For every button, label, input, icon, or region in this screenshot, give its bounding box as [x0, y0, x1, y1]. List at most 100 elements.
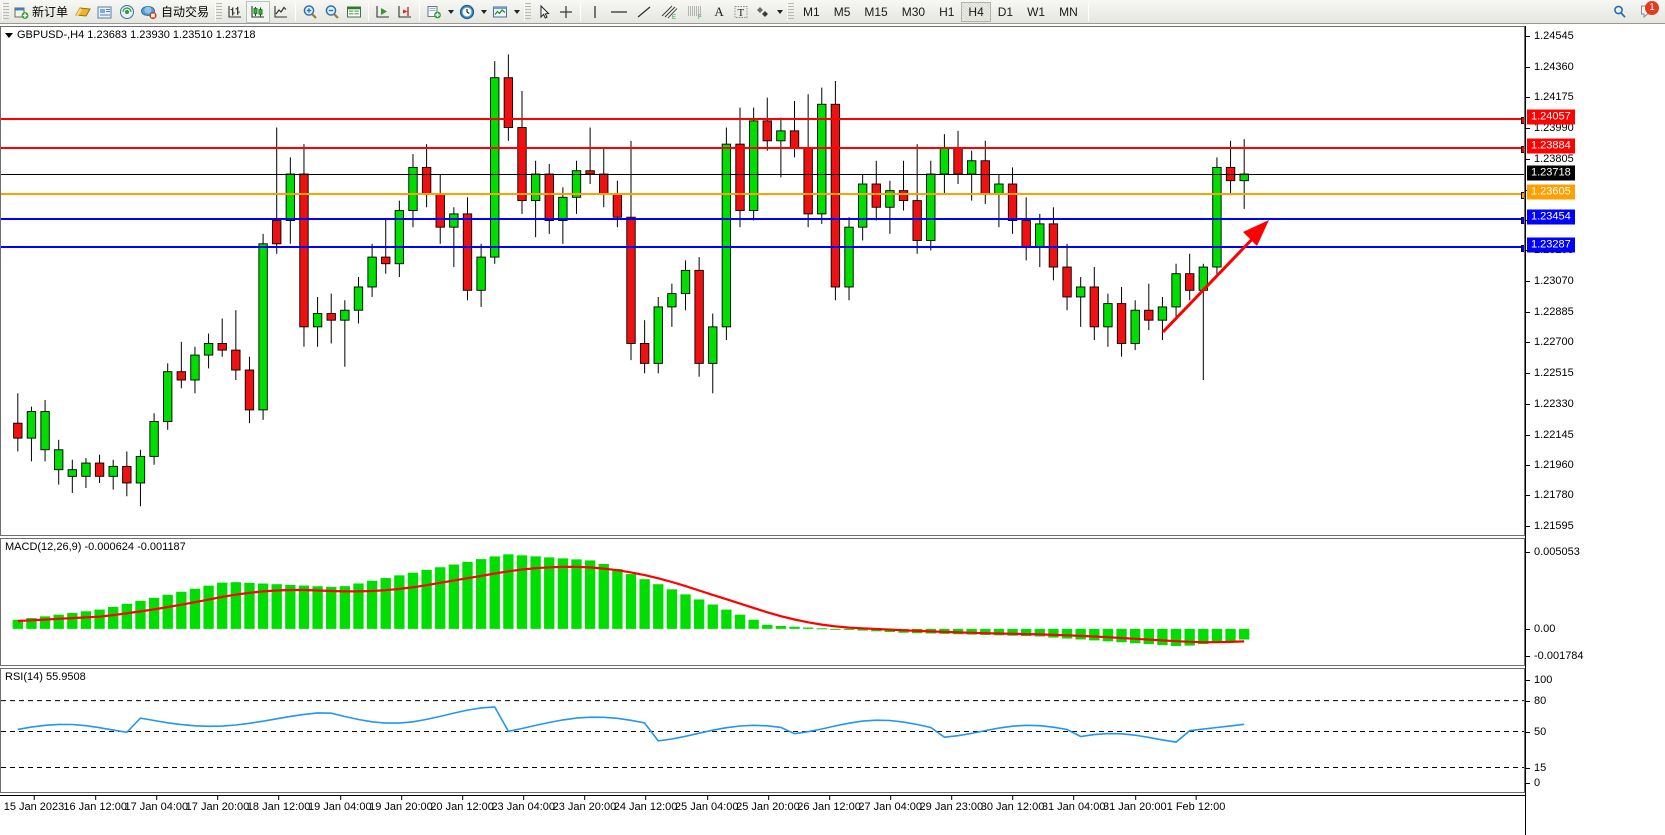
alerts-button[interactable]: 1: [1637, 1, 1661, 23]
candlestick-chart-icon: [251, 5, 265, 18]
trend-line-button[interactable]: [632, 1, 656, 23]
fibonacci-icon: F: [688, 6, 703, 20]
toolbar-grip-charts[interactable]: [215, 2, 223, 21]
timeframe-w1[interactable]: W1: [1027, 4, 1046, 19]
time-axis-tick: 20 Jan 12:00: [430, 795, 494, 813]
toolbar-grip-tools[interactable]: [524, 2, 532, 21]
search-button[interactable]: [1609, 1, 1631, 23]
time-axis-tick: 31 Jan 04:00: [1041, 795, 1106, 813]
shift-start-button[interactable]: [372, 1, 394, 23]
timeframe-m30[interactable]: M30: [901, 4, 926, 19]
price-axis-tick: 1.22145: [1526, 429, 1574, 441]
rsi-label: RSI(14) 55.9508: [5, 671, 86, 683]
time-axis-tick: 19 Jan 04:00: [307, 795, 372, 813]
auto-trading-button[interactable]: 自动交易: [138, 1, 213, 23]
toolbar-grip-standard[interactable]: [2, 2, 9, 21]
vertical-line-button[interactable]: [584, 1, 606, 23]
alert-badge: 1: [1645, 1, 1659, 15]
indicators-icon: [493, 6, 508, 17]
chart-window[interactable]: GBPUSD-,H4 1.23683 1.23930 1.23510 1.237…: [0, 25, 1665, 835]
level-line-handle[interactable]: [1521, 117, 1524, 125]
zoom-in-button[interactable]: [299, 1, 321, 23]
period-dropdown-arrow[interactable]: [478, 1, 489, 23]
price-level-line-resistance-1[interactable]: [1, 145, 1524, 153]
toolbar-grip-periods[interactable]: [787, 2, 795, 21]
objects-button[interactable]: [752, 1, 774, 23]
time-axis-tick: 25 Jan 04:00: [674, 795, 739, 813]
shift-end-button[interactable]: [394, 1, 416, 23]
price-level-line-support-1[interactable]: [1, 217, 1524, 225]
new-order-button[interactable]: 新订单: [11, 1, 72, 23]
timeframe-m15[interactable]: M15: [864, 4, 888, 19]
time-axis[interactable]: 15 Jan 2023 16 Jan 12:00 17 Jan 04:00 17 Ja…: [0, 795, 1525, 835]
timeframe-h4[interactable]: H4: [961, 1, 991, 22]
price-level-line-pivot[interactable]: [1, 192, 1524, 200]
price-pane[interactable]: GBPUSD-,H4 1.23683 1.23930 1.23510 1.237…: [0, 26, 1525, 536]
line-chart-button[interactable]: [270, 1, 292, 23]
templates-dropdown-arrow[interactable]: [445, 1, 456, 23]
candlestick-series: [13, 54, 1249, 507]
timeframe-mn[interactable]: MN: [1059, 4, 1078, 19]
timeframe-m1[interactable]: M1: [803, 4, 820, 19]
price-axis-badge-support-2: 1.23287: [1527, 237, 1575, 253]
data-window-button[interactable]: [343, 1, 365, 23]
zoom-out-button[interactable]: [321, 1, 343, 23]
price-axis-tick: 1.22885: [1526, 306, 1574, 318]
rsi-axis-tick: 0: [1526, 777, 1540, 789]
price-level-line-resistance-2[interactable]: [1, 117, 1524, 125]
timeframe-d1[interactable]: D1: [997, 4, 1014, 19]
rsi-pane[interactable]: RSI(14) 55.9508: [0, 668, 1525, 793]
price-axis-tick: 1.21960: [1526, 459, 1574, 471]
indicators-button[interactable]: [489, 1, 511, 23]
text-button[interactable]: A: [708, 1, 730, 23]
timeframe-m5[interactable]: M5: [833, 4, 851, 19]
templates-button[interactable]: [423, 1, 445, 23]
horizontal-line-icon: [611, 10, 628, 13]
level-line-handle[interactable]: [1521, 145, 1524, 153]
price-level-line-support-2[interactable]: [1, 244, 1524, 252]
bar-chart-icon: [228, 5, 242, 18]
timeframe-h1[interactable]: H1: [939, 4, 955, 19]
equidistant-channel-button[interactable]: E: [656, 1, 682, 23]
time-axis-tick: 16 Jan 12:00: [63, 795, 127, 813]
bar-chart-button[interactable]: [224, 1, 246, 23]
period-button[interactable]: [456, 1, 478, 23]
rsi-series: [1, 700, 1524, 769]
chart-title-text: GBPUSD-,H4 1.23683 1.23930 1.23510 1.237…: [17, 29, 256, 41]
cursor-button[interactable]: [533, 1, 555, 23]
auto-trading-icon: [141, 5, 157, 19]
level-line-handle[interactable]: [1521, 244, 1524, 252]
horizontal-line-button[interactable]: [606, 1, 632, 23]
time-axis-tick: 17 Jan 20:00: [185, 795, 250, 813]
rsi-axis-tick: 100: [1526, 674, 1552, 686]
macd-pane[interactable]: MACD(12,26,9) -0.000624 -0.001187: [0, 538, 1525, 666]
text-label-button[interactable]: T: [730, 1, 752, 23]
gold-bar-button[interactable]: [72, 1, 94, 23]
svg-text:E: E: [672, 15, 676, 20]
level-line-handle[interactable]: [1521, 192, 1524, 200]
period-icon: [459, 4, 475, 19]
candlestick-chart-button[interactable]: [246, 0, 271, 23]
shift-end-icon: [398, 5, 412, 18]
indicators-dropdown-arrow[interactable]: [511, 1, 522, 23]
templates-icon: [427, 5, 441, 18]
news-button[interactable]: [94, 1, 116, 23]
fibonacci-button[interactable]: F: [682, 1, 708, 23]
new-order-icon: [14, 7, 29, 19]
vertical-line-icon: [594, 5, 596, 18]
objects-dropdown-arrow[interactable]: [774, 1, 785, 23]
equidistant-channel-icon: E: [661, 5, 678, 20]
time-axis-tick: 27 Jan 04:00: [858, 795, 923, 813]
level-line-handle[interactable]: [1521, 217, 1524, 225]
crosshair-button[interactable]: [555, 1, 577, 23]
signal-button[interactable]: [116, 1, 138, 23]
price-axis[interactable]: 1.24057 1.23884 1.23718 1.23605 1.23454 1.232…: [1525, 26, 1665, 835]
macd-label: MACD(12,26,9) -0.000624 -0.001187: [5, 541, 186, 553]
toolbar-separator-3: [419, 2, 421, 21]
time-axis-tick: 31 Jan 20:00: [1103, 795, 1167, 813]
gold-bar-icon: [75, 6, 91, 17]
chart-caret-down-icon[interactable]: [5, 32, 13, 38]
price-level-line-current-price[interactable]: [1, 174, 1524, 176]
macd-axis-tick: 0.005053: [1526, 546, 1580, 558]
price-axis-tick: 1.24545: [1526, 30, 1574, 42]
